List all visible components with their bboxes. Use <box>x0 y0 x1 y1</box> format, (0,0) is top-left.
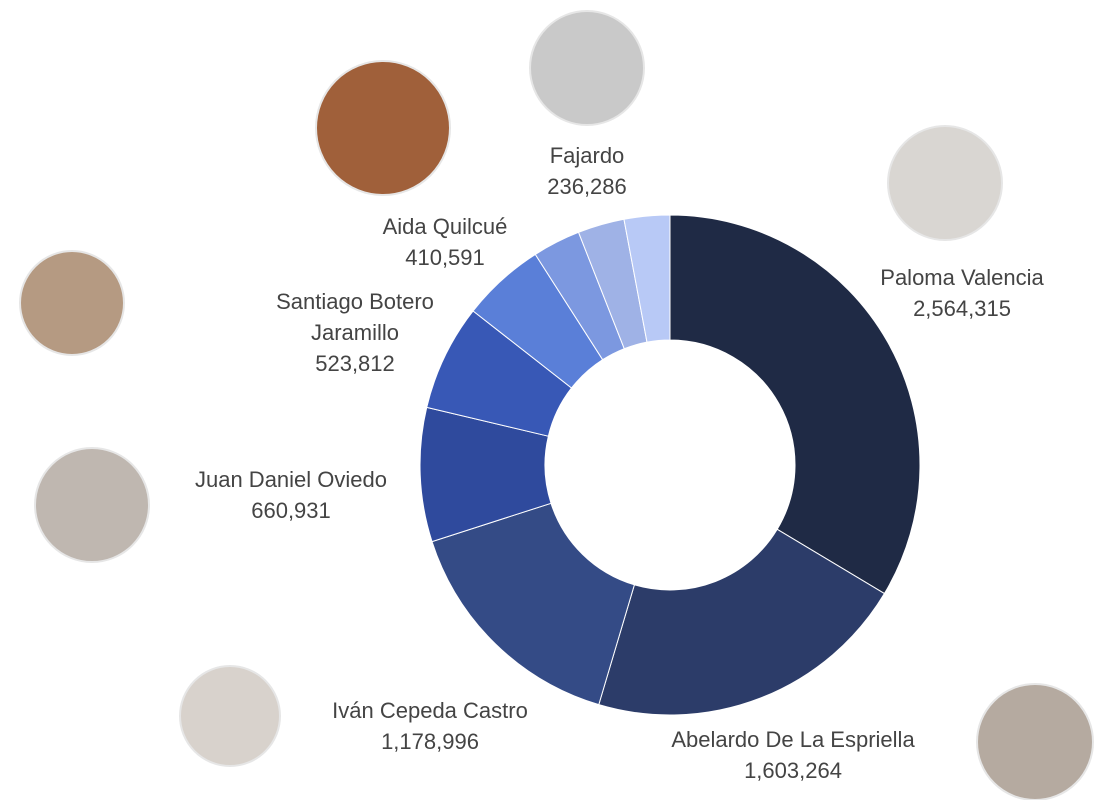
photo <box>887 125 1003 241</box>
slice-label: Santiago Botero Jaramillo 523,812 <box>250 286 460 379</box>
donut-slice <box>669 214 921 595</box>
photo <box>976 683 1094 800</box>
slice-name: Aida Quilcué <box>382 214 508 239</box>
slice-name: Abelardo De La Espriella <box>671 727 915 752</box>
slice-value: 523,812 <box>315 351 395 376</box>
slice-value: 236,286 <box>547 174 627 199</box>
slice-label: Juan Daniel Oviedo 660,931 <box>161 464 421 526</box>
slice-name: Iván Cepeda Castro <box>332 698 528 723</box>
slice-label: Fajardo 236,286 <box>507 140 667 202</box>
slice-name: Juan Daniel Oviedo <box>194 467 387 492</box>
slice-value: 1,603,264 <box>744 758 842 783</box>
slice-label: Abelardo De La Espriella 1,603,264 <box>633 724 953 786</box>
slice-name: Paloma Valencia <box>880 265 1044 290</box>
photo <box>529 10 645 126</box>
photos <box>19 10 1094 800</box>
donut-slice <box>623 214 671 343</box>
slice-label: Iván Cepeda Castro 1,178,996 <box>300 695 560 757</box>
photo <box>34 447 150 563</box>
slice-value: 1,178,996 <box>381 729 479 754</box>
slice-label: Aida Quilcué 410,591 <box>345 211 545 273</box>
slice-name: Santiago Botero Jaramillo <box>276 289 434 345</box>
photo <box>315 60 451 196</box>
slice-value: 410,591 <box>405 245 485 270</box>
slice-name: Fajardo <box>549 143 625 168</box>
donut-slice <box>598 528 886 716</box>
donut-slice <box>431 502 636 706</box>
slice-label: Paloma Valencia 2,564,315 <box>852 262 1072 324</box>
slice-value: 2,564,315 <box>913 296 1011 321</box>
photo <box>179 665 281 767</box>
photo <box>19 250 125 356</box>
slice-value: 660,931 <box>251 498 331 523</box>
